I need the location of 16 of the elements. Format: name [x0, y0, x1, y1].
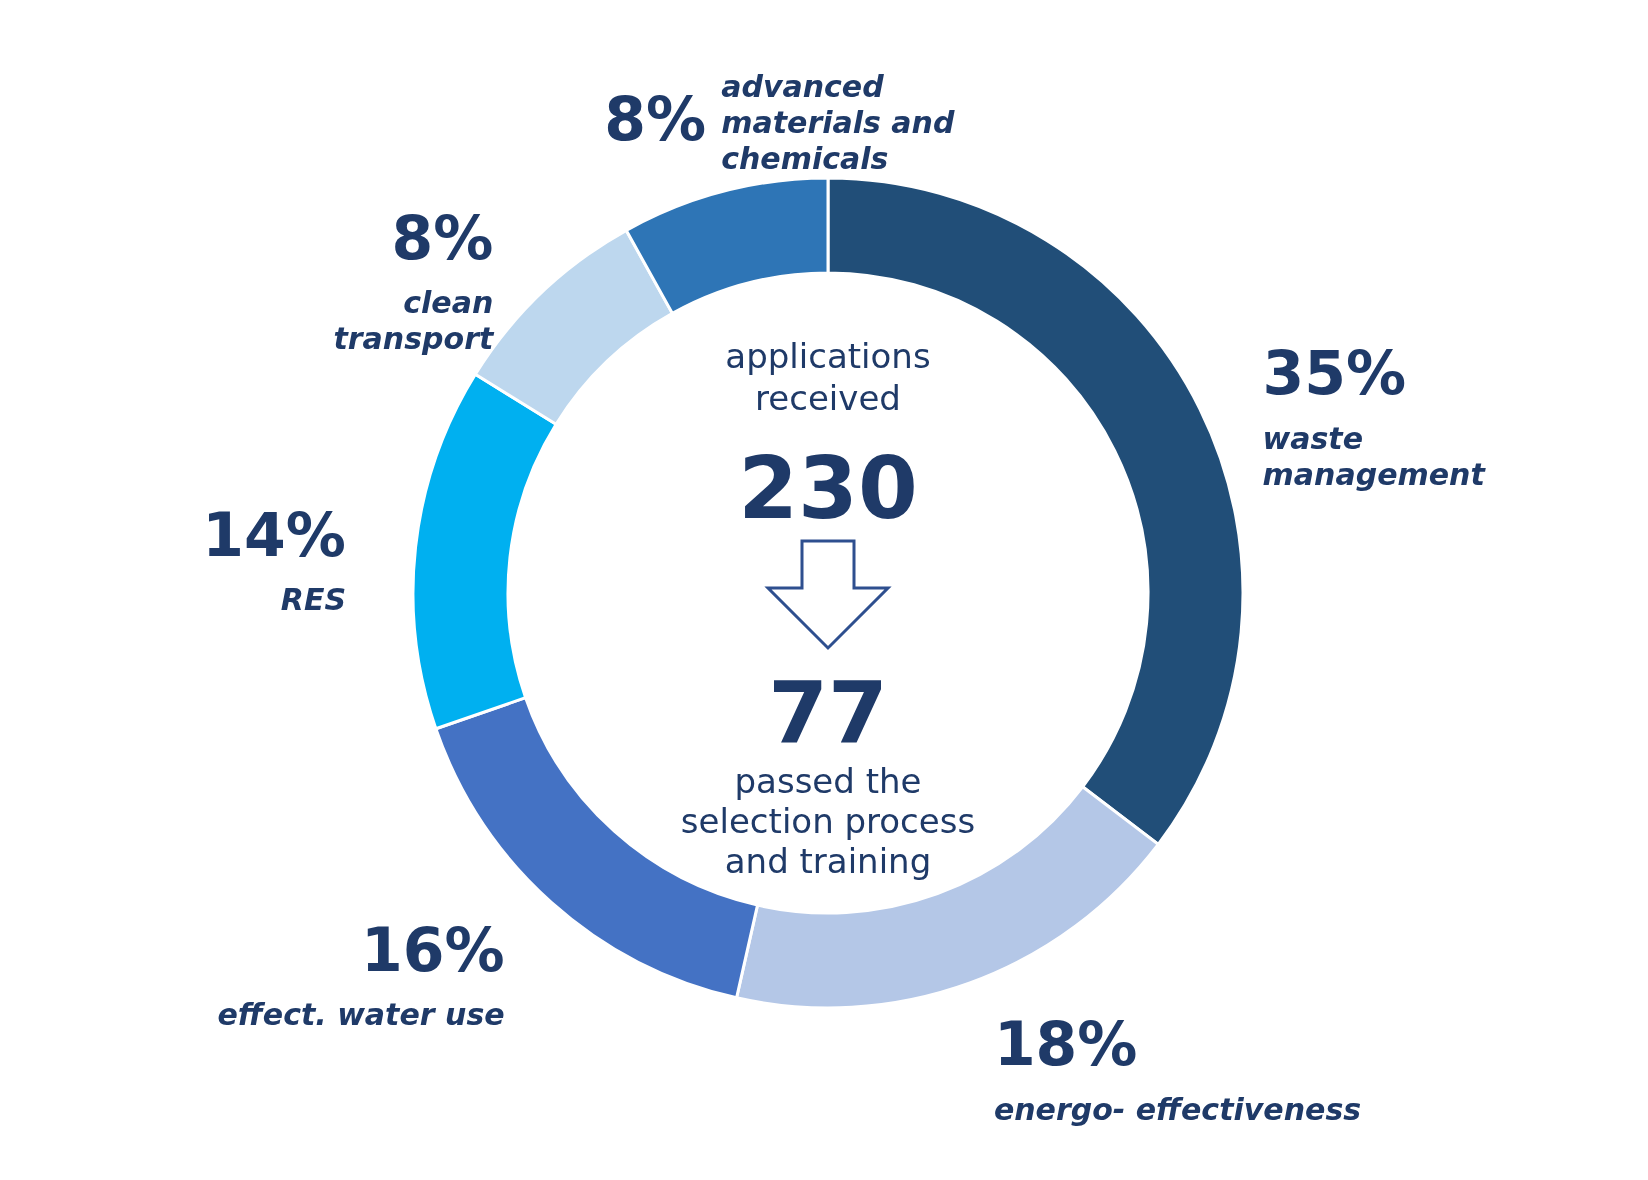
slice-label: energo- effectiveness: [993, 1091, 1362, 1127]
data-label: 14%: [202, 499, 346, 570]
data-label: 16%: [360, 915, 505, 986]
slice-label: clean transport: [333, 284, 495, 356]
slice-label: RES: [280, 581, 346, 617]
slice-label: effect. water use: [217, 996, 505, 1032]
data-label: 8%: [391, 202, 494, 273]
text: 77: [768, 663, 888, 763]
text: passed the selection process and training: [680, 761, 976, 881]
data-label: 18%: [993, 1009, 1138, 1080]
data-label: 35%: [1262, 338, 1407, 409]
text: applications received: [725, 336, 931, 418]
slice-label: waste management: [1262, 420, 1487, 492]
data-label: 8%: [604, 84, 707, 155]
slice-label: advanced materials and chemicals: [721, 68, 955, 176]
text: 230: [738, 438, 918, 538]
